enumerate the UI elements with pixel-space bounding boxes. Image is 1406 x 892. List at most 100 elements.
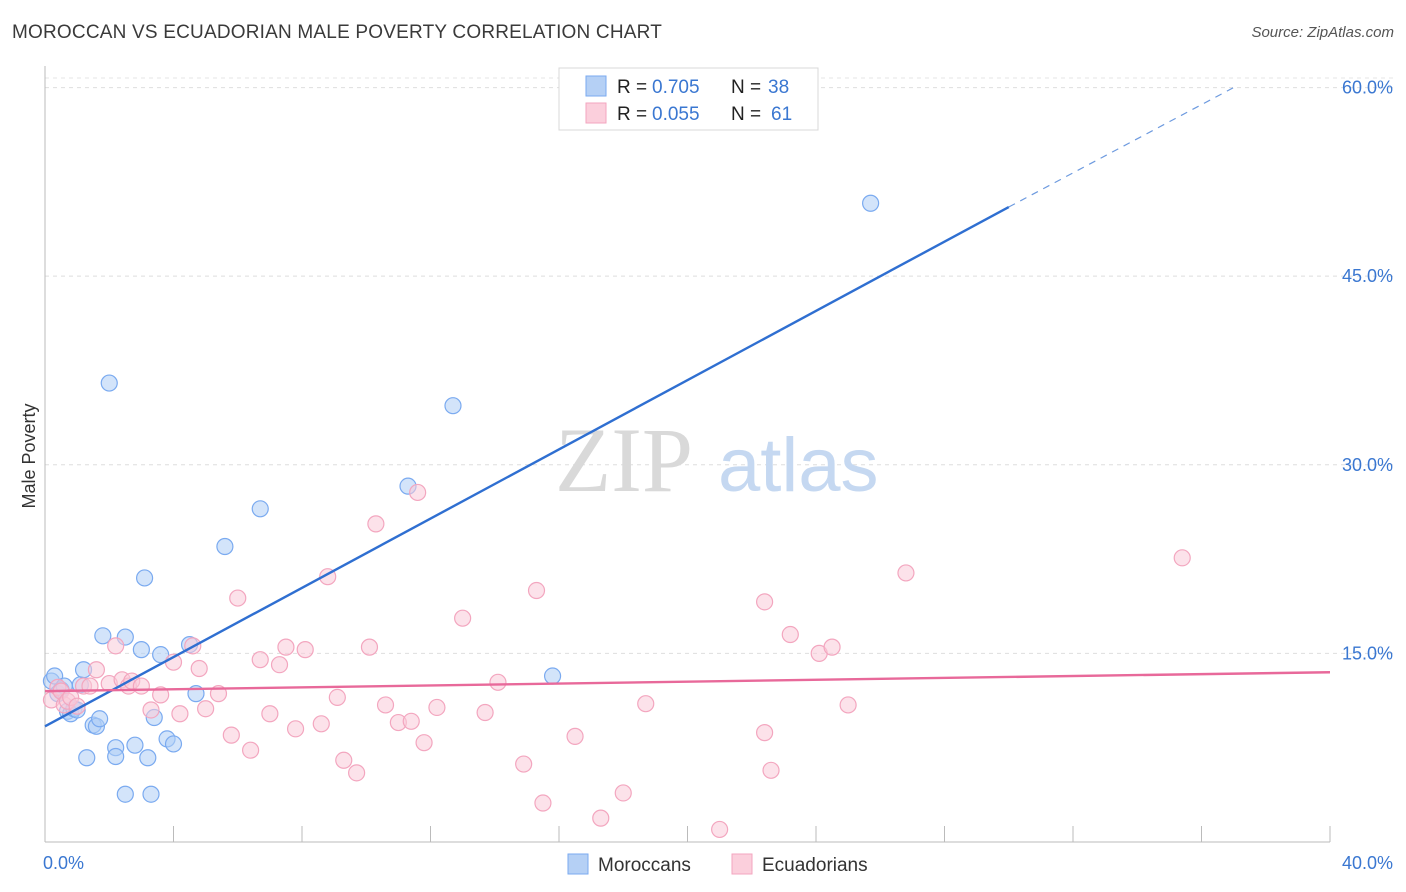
bottom-legend-swatch-moroccans [567,853,589,875]
y-tick-label-0: 15.0% [1342,643,1393,663]
ecuadorian-point-35 [328,688,346,707]
ecuadorian-point-9 [87,661,106,679]
moroccan-point-29 [164,735,183,753]
ecuadorian-point-15 [132,677,150,695]
moroccan-point-37 [862,194,880,212]
ecuadorian-point-17 [152,686,170,704]
watermark: ZIP atlas [555,409,879,511]
moroccan-point-33 [251,500,269,518]
ecuadorian-point-51 [534,794,552,812]
y-axis-label: Male Poverty [19,403,39,508]
ecuadorian-point-45 [428,698,446,717]
bottom-legend-label-moroccans: Moroccans [598,855,691,876]
legend-r-label-1: R = [617,77,647,98]
bottom-legend-label-ecuadorians: Ecuadorians [762,855,868,876]
ecuadorian-point-16 [142,701,160,719]
y-tick-label-3: 60.0% [1342,78,1393,98]
ecuadorian-point-42 [402,712,420,730]
ecuadorian-point-62 [823,638,841,656]
moroccan-point-20 [116,785,134,803]
ecuadorian-point-22 [197,700,215,718]
moroccan-point-35 [444,397,462,415]
ecuadorian-point-11 [107,637,125,655]
legend-n-value-1: 38 [768,77,789,98]
ecuadorian-point-65 [1173,549,1191,567]
ecuadorian-point-28 [261,705,279,723]
ecuadorian-point-43 [409,483,427,502]
moroccan-point-22 [132,641,150,659]
ecuadorian-point-60 [781,625,799,644]
ecuadorian-point-40 [376,696,395,714]
ecuadorian-point-54 [614,784,632,802]
ecuadorian-point-37 [348,764,366,782]
ecuadorian-point-29 [270,656,289,674]
moroccan-point-16 [100,374,118,392]
ecuadorian-point-36 [335,751,353,769]
x-tick-label-min: 0.0% [43,853,84,873]
legend-r-label-2: R = [617,104,647,125]
ecuadorian-point-32 [296,641,314,659]
ecuadorian-point-38 [360,638,379,656]
legend-swatch-ecuadorians [585,102,607,124]
ecuadorian-point-30 [277,638,295,656]
ecuadorian-point-44 [415,734,433,752]
svg-text:R = 0.705 N =: R = 0.705 N = 38 [617,77,789,98]
ecuadorian-point-47 [476,703,494,722]
ecuadorian-point-24 [222,726,240,744]
moroccan-point-15 [94,627,112,645]
ecuadorian-point-52 [566,727,584,745]
ecuadorian-trend-line [44,671,1331,693]
legend-box: R = 0.705 N = 38 R = 0.055 N = 61 [558,67,819,131]
ecuadorian-point-50 [527,581,546,600]
ecuadorian-point-33 [312,715,330,733]
svg-text:R = 0.055 N =: R = 0.055 N = 61 [617,104,792,125]
legend-swatch-moroccans [585,75,607,97]
watermark-zip: ZIP [555,409,693,511]
moroccan-trend-line [44,205,1010,728]
ecuadorian-point-57 [755,593,774,611]
moroccan-point-24 [139,749,157,767]
x-tick-label-max: 40.0% [1342,853,1393,873]
legend-n-value-2: 61 [771,104,792,125]
grid-lines [45,77,1393,654]
source-label: Source: ZipAtlas.com [1251,24,1394,41]
ecuadorian-point-59 [762,761,780,779]
chart-title: MOROCCAN VS ECUADORIAN MALE POVERTY CORR… [12,22,663,43]
moroccan-point-25 [142,785,160,803]
y-tick-label-2: 45.0% [1342,266,1393,286]
y-tick-label-1: 30.0% [1342,455,1393,475]
moroccan-point-14 [91,710,109,728]
axes [44,66,1331,843]
ecuadorian-point-39 [367,515,385,533]
legend-r-value-1: 0.705 [652,77,700,98]
ecuadorian-point-48 [489,673,507,691]
legend-n-label-1: N = [731,77,761,98]
ecuadorian-point-21 [190,659,208,678]
ecuadorian-point-31 [286,720,305,738]
ecuadorian-point-46 [454,609,472,627]
ecuadorian-point-49 [515,755,533,773]
legend-n-label-2: N = [731,104,761,125]
trend-lines [44,87,1331,728]
moroccan-point-32 [216,537,234,556]
legend-r-value-2: 0.055 [652,104,700,125]
ecuadorian-point-58 [755,724,774,742]
moroccan-point-11 [78,749,96,767]
ecuadorian-point-64 [897,564,915,582]
bottom-legend-swatch-ecuadorians [731,853,753,875]
y-tick-labels: 15.0% 30.0% 45.0% 60.0% [1342,78,1393,664]
ecuadorian-point-55 [637,695,655,713]
ecuadorian-point-53 [592,809,610,827]
ecuadorian-point-63 [839,696,857,714]
ecuadorian-point-19 [171,705,189,723]
data-points [42,194,1191,839]
ecuadorian-point-26 [242,741,260,759]
ecuadorian-point-56 [711,820,729,839]
watermark-atlas: atlas [718,423,879,508]
ecuadorian-point-27 [251,651,269,669]
ecuadorian-point-25 [229,589,247,607]
bottom-legend: Moroccans Ecuadorians [567,853,868,876]
moroccan-point-18 [107,747,125,766]
moroccan-point-21 [126,736,144,754]
